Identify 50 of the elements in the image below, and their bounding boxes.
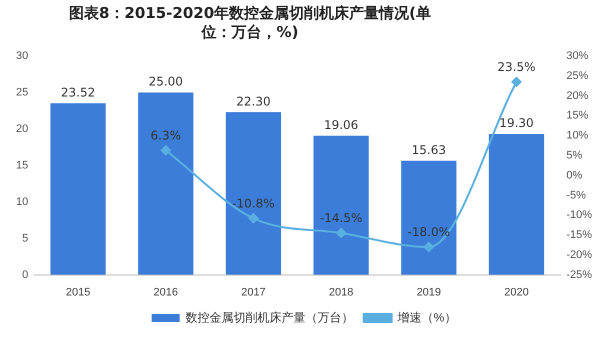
point [248,213,258,224]
data-label: 6.3% [150,128,182,142]
x-tick-label: 2015 [66,286,90,298]
y2-tick-label: 20% [566,90,589,102]
point [511,76,522,87]
point [424,242,434,252]
y2-tick-label: 25% [566,70,589,82]
y2-tick-label: -15% [566,229,592,242]
data-label: 23.5% [497,60,536,74]
y2-tick-label: -20% [566,248,592,261]
y-tick-label: 20 [16,122,28,135]
y2-tick-label: -5% [566,189,586,202]
y2-tick-label: 15% [566,110,589,122]
data-label: 15.63 [412,142,446,157]
y-tick-label: 5 [22,232,28,244]
x-tick-label: 2020 [504,286,529,298]
x-tick-label: 2019 [416,286,442,298]
bar [50,103,106,275]
legend-label: 数控金属切削机床产量（万台） [186,310,354,324]
y2-tick-label: -25% [566,268,592,281]
y-tick-label: 10 [16,196,28,208]
x-tick-label: 2016 [154,286,178,298]
data-label: 19.30 [499,116,534,130]
bar [314,136,369,275]
point [336,228,346,238]
y2-tick-label: -10% [566,209,592,222]
chart-title: 图表8：2015-2020年数控金属切削机床产量情况(单位：万台，%) [68,4,432,42]
data-label: 23.52 [60,85,96,100]
bar [488,134,544,275]
y-tick-label: 0 [22,268,28,281]
y2-tick-label: 0% [566,169,582,182]
y-tick-label: 30 [16,50,28,62]
bar [138,92,194,275]
bar [401,160,456,275]
data-label: -18.0% [408,225,450,240]
data-label: -10.8% [232,196,275,210]
y-tick-label: 15 [16,159,28,172]
y2-tick-label: 30% [566,50,589,62]
x-tick-label: 2018 [328,286,354,298]
data-label: 22.30 [236,94,271,108]
x-tick-label: 2017 [241,286,266,298]
bar [226,112,282,275]
data-label: 25.00 [148,74,183,89]
data-label: -14.5% [320,211,362,226]
y2-tick-label: 5% [566,149,582,162]
point [160,145,171,156]
legend-label: 增速（%） [396,310,456,324]
y-tick-label: 25 [16,86,28,98]
y2-tick-label: 10% [566,130,589,142]
data-label: 19.06 [324,118,358,132]
